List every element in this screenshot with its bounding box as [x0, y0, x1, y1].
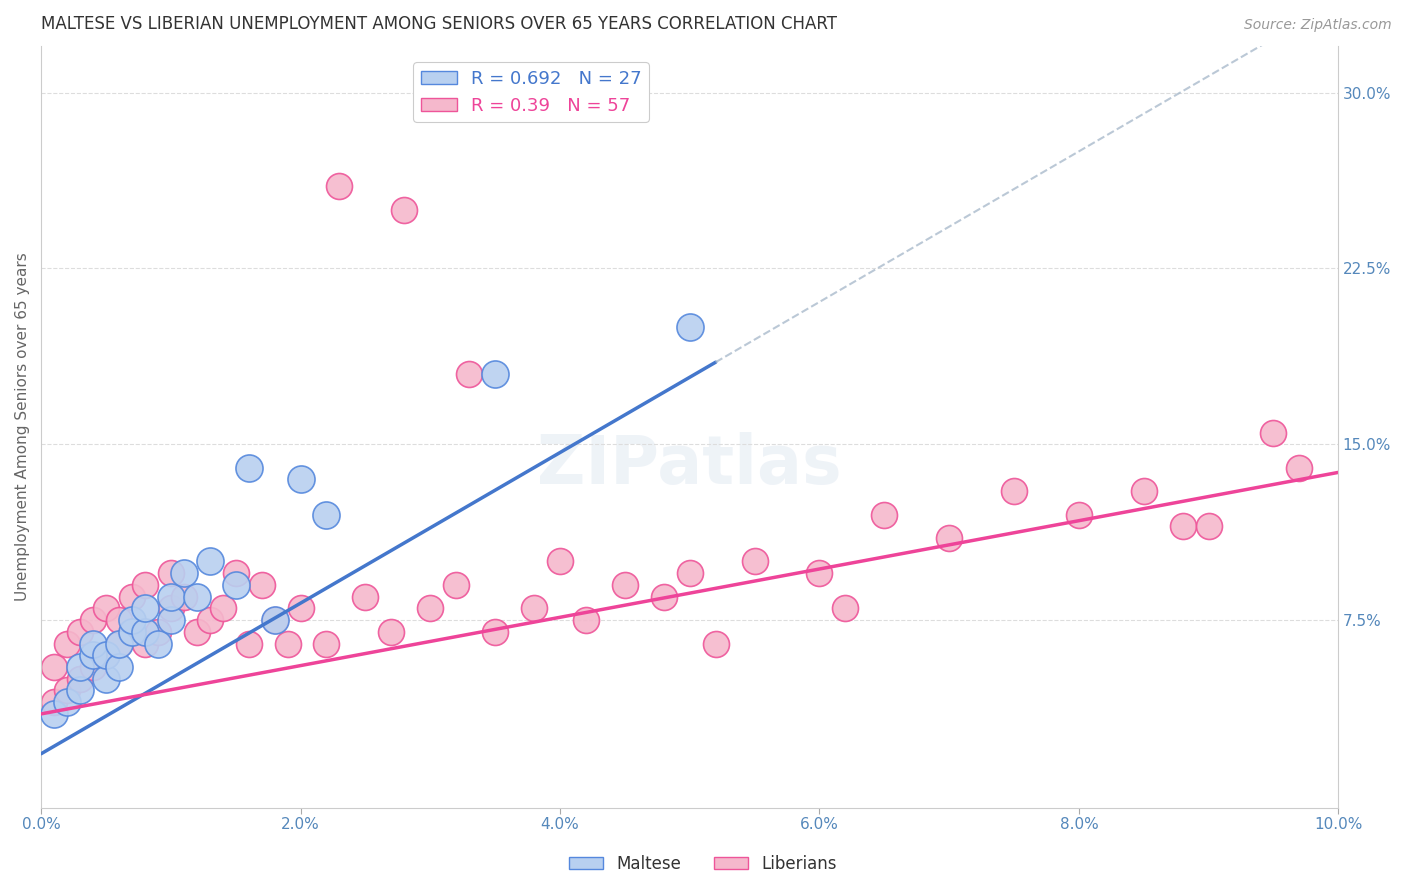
- Point: [56, 683, 79, 698]
- Point: [394, 202, 416, 217]
- Point: [121, 590, 143, 604]
- Point: [186, 590, 208, 604]
- Point: [160, 613, 183, 627]
- Point: [290, 601, 312, 615]
- Point: [652, 590, 675, 604]
- Point: [484, 367, 506, 381]
- Point: [160, 601, 183, 615]
- Point: [56, 695, 79, 709]
- Point: [938, 531, 960, 545]
- Point: [1171, 519, 1194, 533]
- Point: [315, 508, 337, 522]
- Point: [484, 624, 506, 639]
- Point: [94, 601, 117, 615]
- Point: [613, 578, 636, 592]
- Point: [42, 706, 65, 721]
- Point: [238, 636, 260, 650]
- Point: [160, 590, 183, 604]
- Point: [42, 660, 65, 674]
- Text: MALTESE VS LIBERIAN UNEMPLOYMENT AMONG SENIORS OVER 65 YEARS CORRELATION CHART: MALTESE VS LIBERIAN UNEMPLOYMENT AMONG S…: [41, 15, 837, 33]
- Point: [548, 554, 571, 568]
- Point: [238, 460, 260, 475]
- Point: [82, 648, 104, 663]
- Point: [1198, 519, 1220, 533]
- Point: [134, 601, 156, 615]
- Point: [1288, 460, 1310, 475]
- Point: [1002, 484, 1025, 499]
- Point: [808, 566, 831, 581]
- Point: [1132, 484, 1154, 499]
- Point: [94, 672, 117, 686]
- Point: [134, 624, 156, 639]
- Text: Source: ZipAtlas.com: Source: ZipAtlas.com: [1244, 18, 1392, 32]
- Text: ZIPatlas: ZIPatlas: [537, 432, 842, 498]
- Point: [1067, 508, 1090, 522]
- Point: [575, 613, 598, 627]
- Point: [263, 613, 285, 627]
- Point: [225, 578, 247, 592]
- Point: [444, 578, 467, 592]
- Point: [134, 578, 156, 592]
- Legend: R = 0.692   N = 27, R = 0.39   N = 57: R = 0.692 N = 27, R = 0.39 N = 57: [413, 62, 650, 122]
- Point: [42, 695, 65, 709]
- Point: [69, 672, 91, 686]
- Point: [121, 624, 143, 639]
- Point: [263, 613, 285, 627]
- Point: [250, 578, 273, 592]
- Point: [354, 590, 377, 604]
- Point: [69, 660, 91, 674]
- Point: [146, 636, 169, 650]
- Legend: Maltese, Liberians: Maltese, Liberians: [562, 848, 844, 880]
- Point: [211, 601, 233, 615]
- Point: [134, 636, 156, 650]
- Point: [82, 660, 104, 674]
- Point: [108, 636, 131, 650]
- Point: [94, 648, 117, 663]
- Point: [419, 601, 441, 615]
- Point: [1263, 425, 1285, 440]
- Point: [523, 601, 546, 615]
- Point: [198, 613, 221, 627]
- Point: [146, 624, 169, 639]
- Point: [173, 590, 195, 604]
- Point: [873, 508, 896, 522]
- Point: [121, 624, 143, 639]
- Point: [744, 554, 766, 568]
- Point: [225, 566, 247, 581]
- Y-axis label: Unemployment Among Seniors over 65 years: Unemployment Among Seniors over 65 years: [15, 252, 30, 601]
- Point: [458, 367, 481, 381]
- Point: [108, 660, 131, 674]
- Point: [108, 636, 131, 650]
- Point: [186, 624, 208, 639]
- Point: [82, 613, 104, 627]
- Point: [834, 601, 856, 615]
- Point: [173, 566, 195, 581]
- Point: [679, 320, 702, 334]
- Point: [121, 613, 143, 627]
- Point: [94, 648, 117, 663]
- Point: [198, 554, 221, 568]
- Point: [380, 624, 402, 639]
- Point: [69, 683, 91, 698]
- Point: [56, 636, 79, 650]
- Point: [315, 636, 337, 650]
- Point: [277, 636, 299, 650]
- Point: [69, 624, 91, 639]
- Point: [290, 472, 312, 486]
- Point: [160, 566, 183, 581]
- Point: [679, 566, 702, 581]
- Point: [82, 636, 104, 650]
- Point: [704, 636, 727, 650]
- Point: [328, 179, 350, 194]
- Point: [108, 613, 131, 627]
